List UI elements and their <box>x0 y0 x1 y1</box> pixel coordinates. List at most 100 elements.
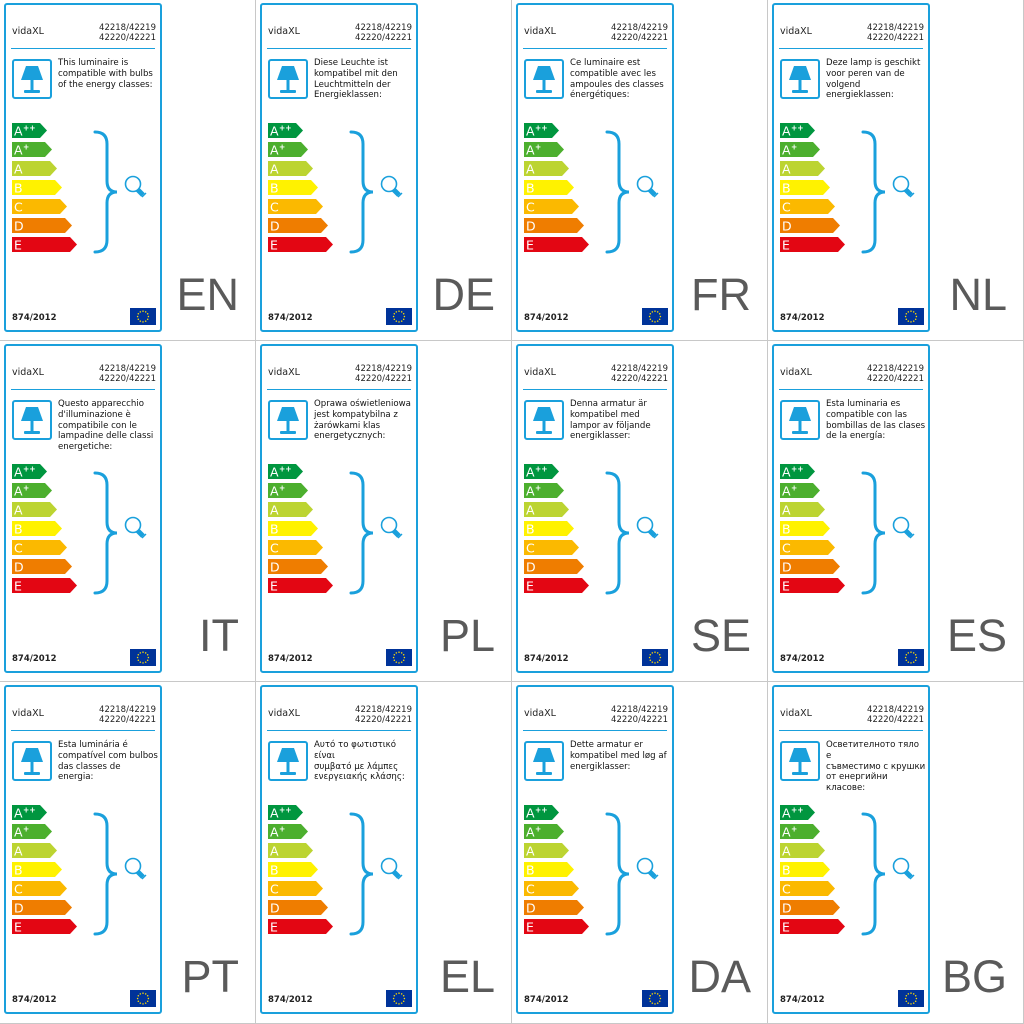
energy-class-superscript: ++ <box>23 465 36 474</box>
energy-class-letter: A <box>782 503 791 518</box>
compatibility-text-line: d'illuminazione è <box>58 409 131 420</box>
energy-class-letter: A <box>782 465 791 480</box>
energy-class-letter: B <box>526 522 535 537</box>
energy-class-letter: A <box>14 465 23 480</box>
energy-class-letter: C <box>782 882 791 897</box>
energy-class-arrow: B <box>12 862 62 878</box>
eu-flag-icon <box>386 649 412 666</box>
compatibility-text-line: compatibile con le <box>58 420 137 431</box>
compatibility-text-line: ενεργειακής κλάσης: <box>314 772 405 783</box>
energy-class-letter: B <box>782 181 791 196</box>
model-line: 42218/42219 <box>99 364 156 374</box>
energy-class-arrow: D <box>524 900 584 916</box>
header-divider <box>523 389 667 390</box>
compatibility-text: Ce luminaire est compatible avec les ampou… <box>570 58 670 101</box>
energy-class-arrow: A <box>780 502 825 518</box>
model-line: 42218/42219 <box>355 705 412 715</box>
energy-class-letter: A <box>782 825 791 840</box>
energy-class-letter: D <box>526 219 536 234</box>
curly-brace <box>861 812 886 936</box>
energy-class-arrow: A ++ <box>12 123 47 139</box>
energy-class-letter: E <box>526 238 534 253</box>
compatibility-text-line: ampoules des classes <box>570 79 664 90</box>
label-cell-pt: vidaXL 42218/42219 42220/42221 Esta luminár… <box>0 682 256 1024</box>
model-line: 42220/42221 <box>99 374 156 384</box>
model-line: 42220/42221 <box>355 374 412 384</box>
energy-class-arrow: A + <box>780 483 820 499</box>
energy-label-card: vidaXL 42218/42219 42220/42221 Esta luminar… <box>772 344 930 673</box>
energy-class-arrow: D <box>12 559 72 575</box>
energy-class-letter: B <box>14 181 23 196</box>
energy-class-arrow: C <box>524 199 579 215</box>
light-bulb-icon <box>636 857 659 880</box>
energy-class-arrow: A ++ <box>268 805 303 821</box>
energy-class-letter: A <box>782 844 791 859</box>
energy-class-arrow: A <box>524 502 569 518</box>
light-bulb-icon <box>380 857 403 880</box>
energy-class-arrow: D <box>524 559 584 575</box>
compatibility-text-line: Denna armatur är <box>570 399 647 409</box>
compatibility-text-line: Αυτό το φωτιστικό είναι <box>314 740 396 761</box>
compatibility-text-line: das classes de energia: <box>58 761 121 783</box>
table-lamp-icon <box>533 748 555 775</box>
language-code: DA <box>688 951 751 1002</box>
label-cell-it: vidaXL 42218/42219 42220/42221 Questo appar… <box>0 341 256 682</box>
energy-label-card: vidaXL 42218/42219 42220/42221 Diese Leucht… <box>260 3 418 332</box>
model-line: 42218/42219 <box>355 23 412 33</box>
curly-brace <box>605 130 630 254</box>
compatibility-text-line: energetycznych: <box>314 431 386 442</box>
energy-class-arrow: E <box>268 237 333 253</box>
lamp-icon-box <box>12 59 52 99</box>
energy-class-arrow: E <box>524 919 589 935</box>
energy-class-arrow: A <box>780 161 825 177</box>
brand-name: vidaXL <box>268 708 300 719</box>
energy-class-arrow: E <box>524 578 589 594</box>
regulation-number: 874/2012 <box>12 995 57 1005</box>
energy-class-arrow: C <box>12 881 67 897</box>
energy-class-letter: A <box>526 503 535 518</box>
model-numbers: 42218/42219 42220/42221 <box>867 364 924 384</box>
light-bulb-icon <box>892 175 915 198</box>
compatibility-text-line: compatible con las <box>826 409 907 420</box>
model-line: 42220/42221 <box>355 715 412 725</box>
energy-class-superscript: ++ <box>791 465 804 474</box>
energy-class-arrow: A <box>12 843 57 859</box>
model-numbers: 42218/42219 42220/42221 <box>867 23 924 43</box>
regulation-number: 874/2012 <box>268 654 313 664</box>
brand-name: vidaXL <box>780 367 812 378</box>
compatibility-text-line: kompatibel mit den <box>314 68 398 79</box>
energy-class-superscript: + <box>23 143 29 152</box>
curly-brace <box>605 471 630 595</box>
energy-class-letter: A <box>14 806 23 821</box>
label-cell-es: vidaXL 42218/42219 42220/42221 Esta luminar… <box>768 341 1024 682</box>
energy-class-arrow: A + <box>268 483 308 499</box>
energy-class-arrow: B <box>12 180 62 196</box>
model-line: 42218/42219 <box>355 364 412 374</box>
compatibility-text: Denna armatur är kompatibel med lampor av … <box>570 399 670 442</box>
energy-class-arrow: B <box>780 180 830 196</box>
eu-flag-icon <box>386 308 412 325</box>
compatibility-text-line: kompatibel med løg af <box>570 750 667 761</box>
energy-class-letter: E <box>782 579 790 594</box>
energy-class-arrow: E <box>268 578 333 594</box>
energy-class-letter: E <box>270 579 278 594</box>
lamp-icon-box <box>12 400 52 440</box>
compatibility-text: Esta luminária é compatível com bulbos das… <box>58 740 158 783</box>
compatibility-text: Осветителното тяло е съвместимо с крушки о… <box>826 740 926 794</box>
energy-class-arrow: C <box>268 881 323 897</box>
energy-class-letter: C <box>270 541 279 556</box>
table-lamp-icon <box>277 407 299 434</box>
energy-class-superscript: ++ <box>23 806 36 815</box>
label-cell-de: vidaXL 42218/42219 42220/42221 Diese Leucht… <box>256 0 512 341</box>
lamp-icon-box <box>780 400 820 440</box>
energy-label-card: vidaXL 42218/42219 42220/42221 Deze lamp is… <box>772 3 930 332</box>
energy-class-arrow: A + <box>524 824 564 840</box>
energy-class-arrow: C <box>524 881 579 897</box>
energy-class-arrow: A + <box>12 142 52 158</box>
energy-class-arrow: E <box>780 578 845 594</box>
energy-class-arrow: E <box>780 237 845 253</box>
language-code: EN <box>176 269 239 320</box>
